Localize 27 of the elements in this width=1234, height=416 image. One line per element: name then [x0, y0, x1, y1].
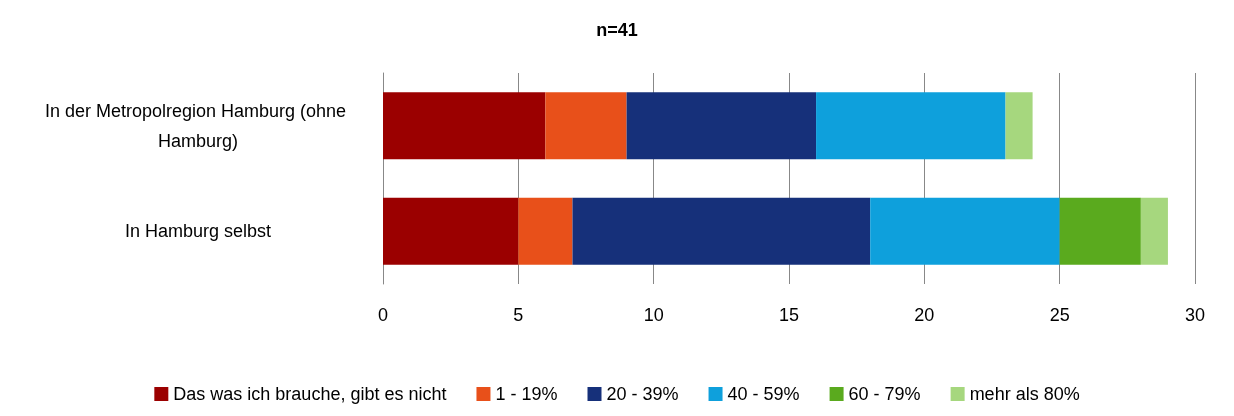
- x-tick-label: 20: [914, 305, 935, 325]
- bar: [1140, 197, 1168, 265]
- bar: [572, 197, 871, 265]
- legend-label: mehr als 80%: [969, 384, 1080, 404]
- bar: [1005, 92, 1033, 160]
- legend-label: 60 - 79%: [848, 384, 921, 404]
- x-tick-label: 5: [513, 305, 524, 325]
- x-tick-label: 0: [377, 305, 389, 325]
- bar: [870, 197, 1060, 265]
- y-tick-label: In der Metropolregion Hamburg (ohne Hamburg): [44, 100, 352, 151]
- legend-label: Das was ich brauche, gibt es nicht: [173, 384, 447, 404]
- x-tick-label: 25: [1049, 305, 1070, 325]
- x-tick-label: 30: [1184, 305, 1206, 325]
- legend-label: 20 - 39%: [606, 384, 679, 404]
- y-tick-label: In Hamburg selbst: [124, 221, 272, 242]
- legend-label: 1 - 19%: [495, 384, 558, 404]
- bar: [383, 92, 546, 160]
- bar: [545, 92, 627, 160]
- bar: [1059, 197, 1141, 265]
- x-tick-label: 10: [643, 305, 664, 325]
- bar: [383, 197, 519, 265]
- legend-label: 40 - 59%: [727, 384, 800, 404]
- bar: [626, 92, 817, 160]
- x-tick-label: 15: [778, 305, 800, 325]
- chart-title: n=41: [596, 20, 638, 40]
- bar: [518, 197, 573, 265]
- bar: [816, 92, 1006, 160]
